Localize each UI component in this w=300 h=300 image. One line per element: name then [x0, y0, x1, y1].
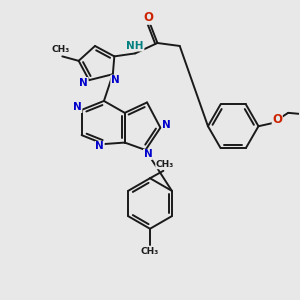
Text: O: O	[272, 113, 282, 126]
Text: N: N	[143, 149, 152, 160]
Text: N: N	[162, 120, 171, 130]
Text: CH₃: CH₃	[156, 160, 174, 169]
Text: N: N	[95, 141, 104, 152]
Text: CH₃: CH₃	[52, 45, 70, 54]
Text: NH: NH	[126, 41, 144, 51]
Text: CH₃: CH₃	[141, 247, 159, 256]
Text: N: N	[73, 103, 82, 112]
Text: N: N	[111, 75, 120, 85]
Text: N: N	[79, 77, 88, 88]
Text: O: O	[143, 11, 154, 24]
